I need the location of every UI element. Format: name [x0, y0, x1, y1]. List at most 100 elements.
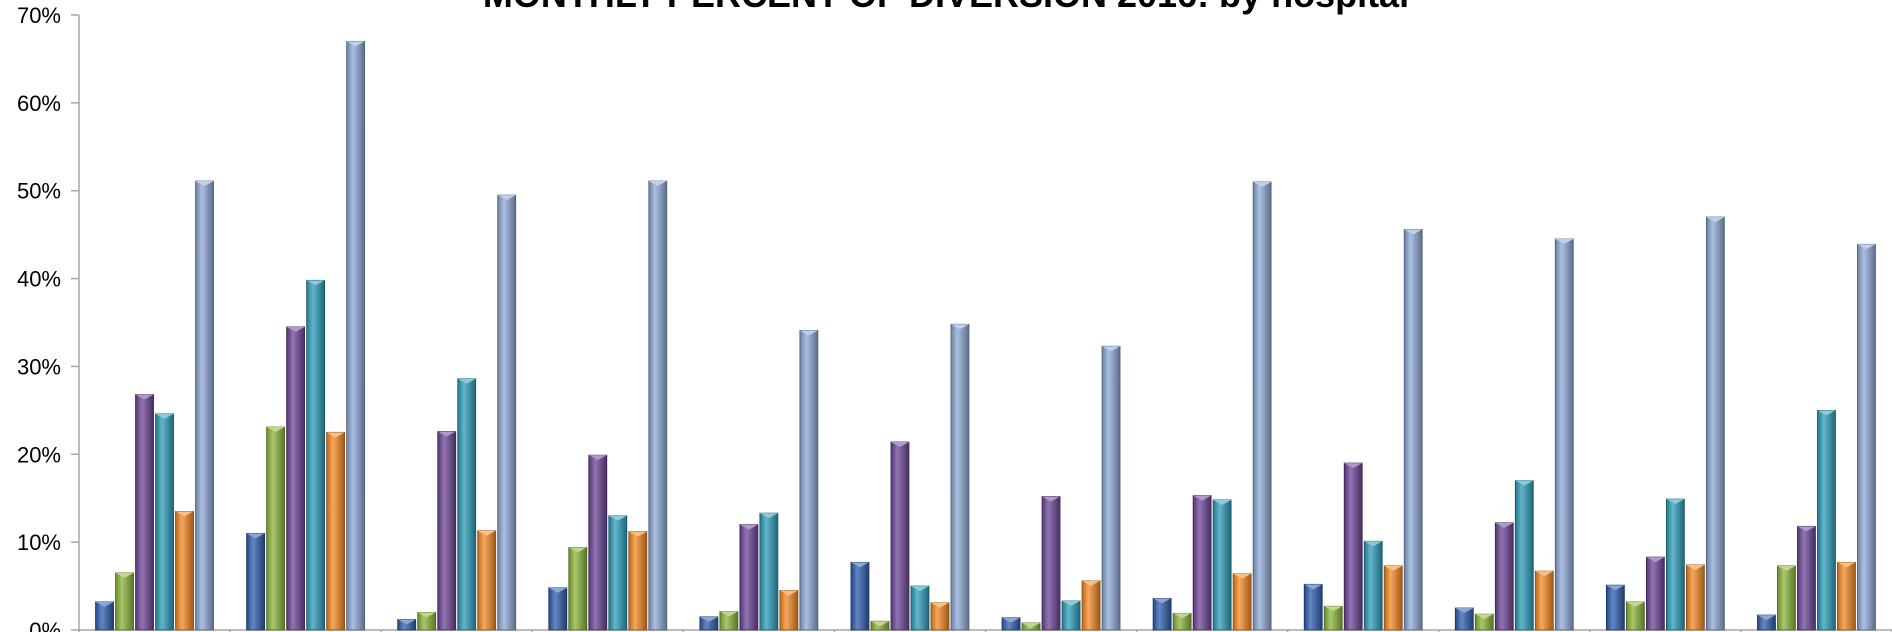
bar: [1152, 597, 1172, 631]
bar-cap: [175, 511, 194, 517]
bar-cap: [1757, 615, 1776, 621]
bar: [477, 530, 497, 631]
bar: [950, 323, 970, 631]
bar-cap: [1002, 617, 1021, 623]
bar-body: [739, 524, 759, 631]
bar-body: [1192, 495, 1212, 631]
bar: [1625, 601, 1645, 631]
bar-body: [195, 180, 214, 631]
bar-cap: [1817, 410, 1836, 416]
bar-body: [890, 441, 910, 631]
y-tick-label: 20%: [17, 442, 61, 467]
bar-body: [950, 323, 970, 631]
bar: [1494, 522, 1514, 631]
bar: [910, 585, 930, 631]
bar: [1343, 462, 1363, 631]
bar: [1041, 496, 1061, 631]
bar: [739, 524, 759, 631]
bar-body: [910, 585, 930, 631]
y-tick-label: 10%: [17, 530, 61, 555]
bar: [95, 601, 114, 631]
bar: [719, 611, 739, 631]
bar-cap: [890, 441, 909, 447]
bar: [246, 532, 266, 631]
bar-cap: [306, 280, 325, 286]
bar-cap: [1193, 495, 1212, 501]
bar: [397, 619, 417, 631]
bar-body: [286, 326, 306, 631]
bar: [548, 587, 568, 631]
bar: [1757, 614, 1776, 631]
y-axis: 0% 10% 20% 30% 40% 50% 60% 70%: [17, 3, 80, 632]
bar: [1192, 495, 1212, 631]
bar-body: [1303, 583, 1323, 631]
bar: [870, 620, 890, 631]
bar: [850, 561, 870, 631]
chart-title: MONTHLY PERCENT OF DIVERSION 2016: by ho…: [0, 0, 1892, 16]
bar-cap: [1837, 562, 1856, 568]
bar-cap: [286, 326, 305, 332]
bar-cap: [115, 572, 134, 578]
bar: [1817, 409, 1836, 631]
bar-cap: [155, 413, 174, 419]
bar-body: [477, 530, 497, 631]
bar-cap: [1646, 557, 1665, 563]
bar: [1403, 228, 1423, 631]
bar: [175, 510, 194, 631]
bar-body: [568, 547, 588, 631]
bar: [286, 326, 306, 631]
bar-body: [759, 512, 779, 631]
bar-cap: [1777, 565, 1796, 571]
bar-body: [115, 572, 134, 631]
bar: [799, 330, 819, 631]
bar-body: [1534, 570, 1554, 631]
bar-cap: [1173, 613, 1192, 619]
bar-cap: [1857, 244, 1876, 250]
bar-body: [1101, 345, 1121, 631]
bar-cap: [568, 547, 587, 553]
bar: [1363, 540, 1383, 631]
y-tick-label: 70%: [17, 3, 61, 28]
bar: [1777, 565, 1796, 631]
bar: [1605, 584, 1625, 631]
bar-body: [1403, 228, 1423, 631]
bar-body: [608, 515, 628, 631]
bar-cap: [628, 531, 647, 537]
bar-cap: [1324, 606, 1343, 612]
bar-cap: [870, 621, 889, 627]
bars: [95, 40, 1876, 631]
bar-cap: [477, 530, 496, 536]
bar-cap: [1364, 541, 1383, 547]
bar-body: [175, 510, 194, 631]
bar: [890, 441, 910, 631]
bar: [1383, 565, 1403, 631]
bar-cap: [648, 181, 667, 187]
bar-body: [1705, 216, 1725, 631]
bar: [1303, 583, 1323, 631]
bar-cap: [1233, 573, 1252, 579]
bar-cap: [850, 562, 869, 568]
bar-body: [497, 194, 517, 631]
bar-cap: [1153, 598, 1172, 604]
bar: [628, 531, 648, 631]
bar: [1212, 499, 1232, 631]
bar-body: [1685, 564, 1705, 631]
bar-body: [799, 330, 819, 631]
bar-body: [457, 378, 477, 631]
bar: [437, 431, 457, 631]
bar: [1534, 570, 1554, 631]
bar-cap: [437, 431, 456, 437]
bar: [135, 394, 154, 631]
bar: [497, 194, 517, 631]
bar: [779, 590, 799, 631]
bar-body: [588, 454, 608, 631]
bar-cap: [1042, 496, 1061, 502]
bar-cap: [1797, 526, 1816, 532]
bar: [648, 180, 668, 631]
bar-cap: [1022, 622, 1041, 628]
y-tick-label: 30%: [17, 354, 61, 379]
bar-cap: [326, 432, 345, 438]
bar-cap: [1062, 601, 1081, 607]
bar-body: [1645, 556, 1665, 631]
